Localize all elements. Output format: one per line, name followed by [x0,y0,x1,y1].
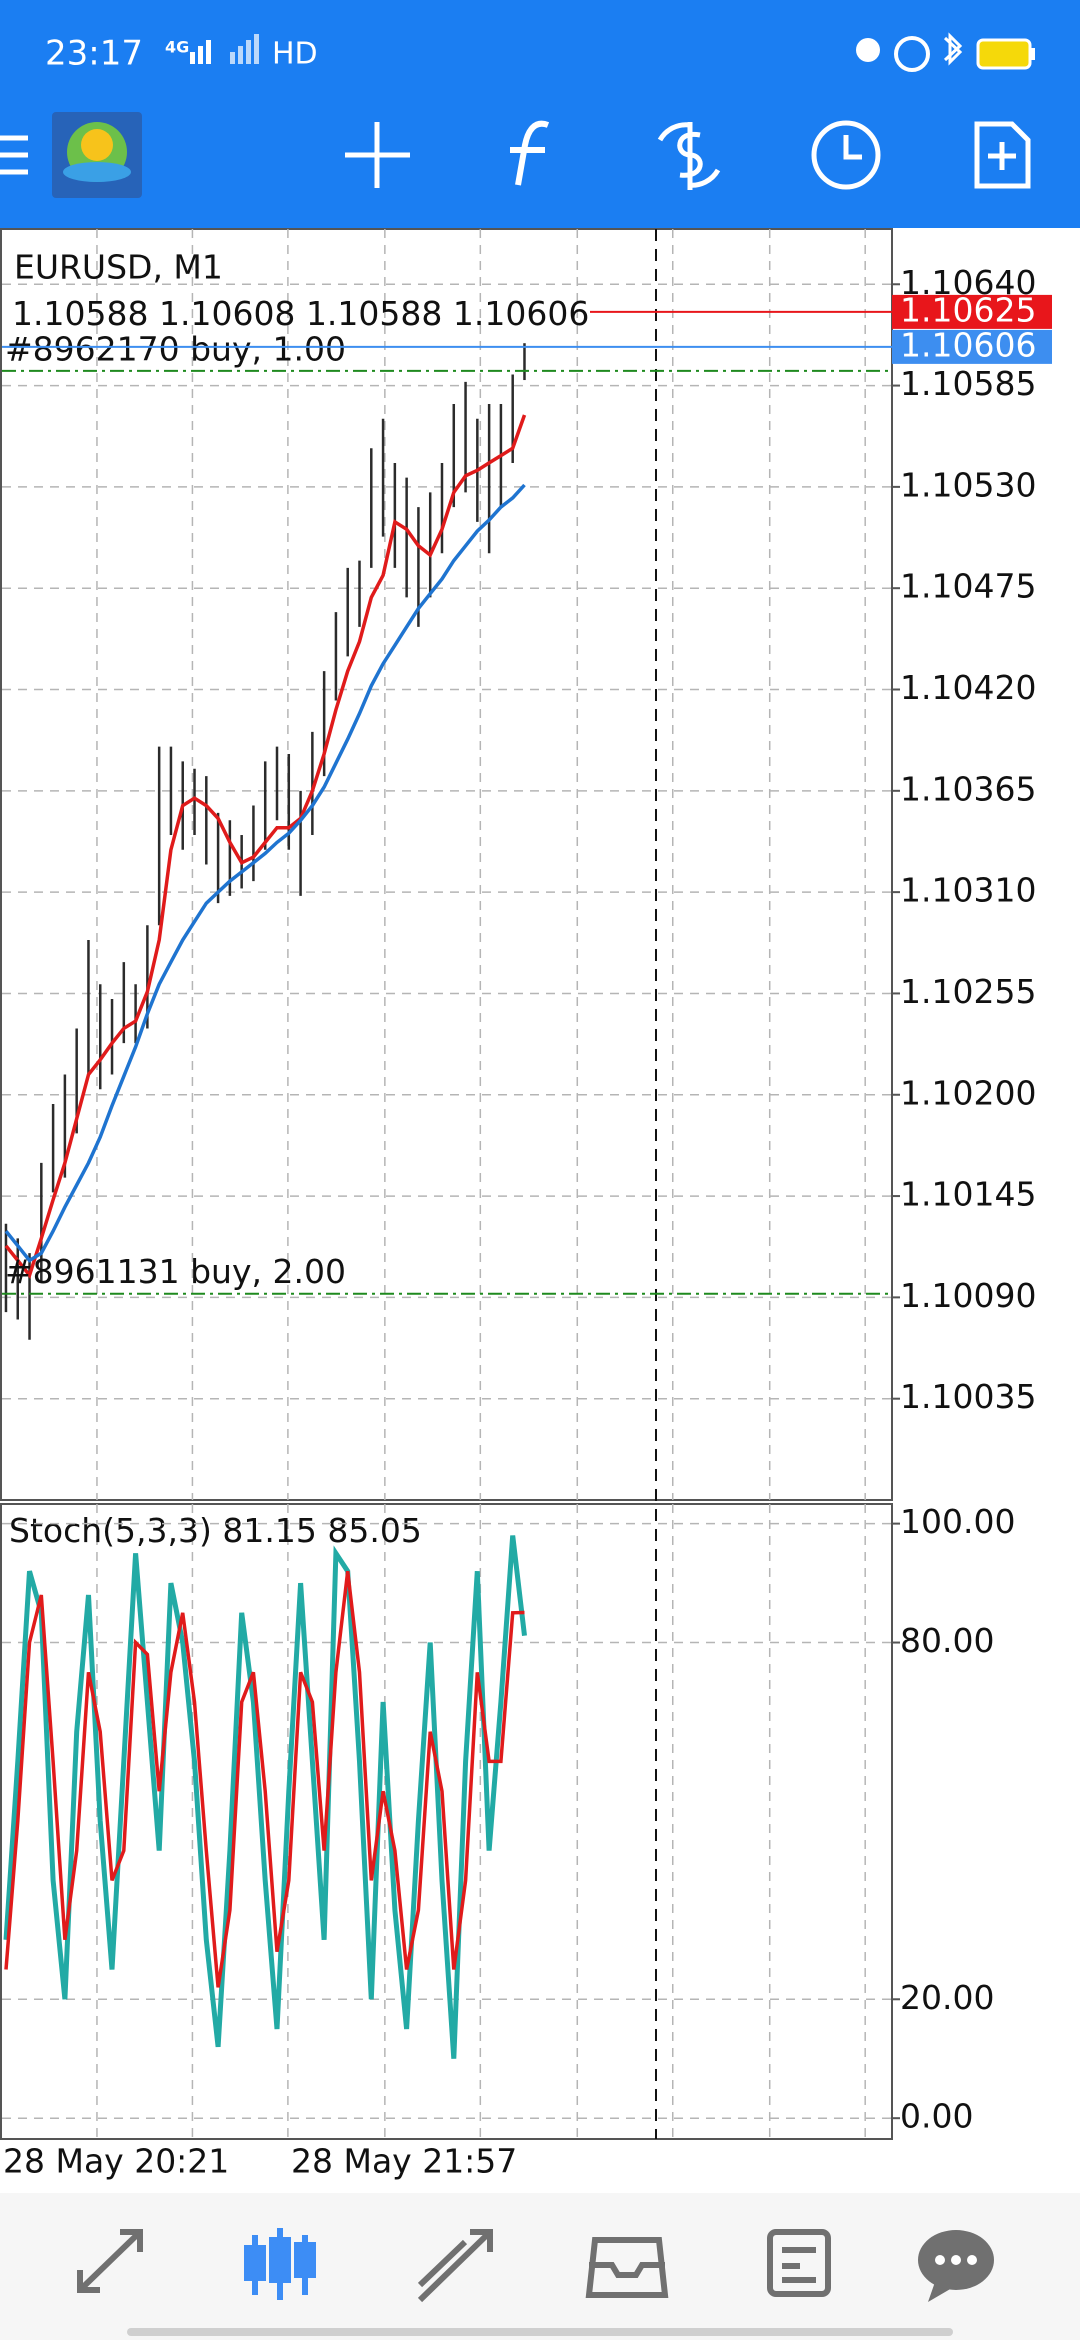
toolbar [0,112,1031,198]
new-order-button[interactable] [974,121,1031,189]
trade-tab[interactable] [417,2229,493,2303]
indicators-button[interactable] [510,120,550,186]
history-button[interactable] [811,120,881,190]
order-label: #8961131 buy, 2.00 [5,1252,346,1291]
y-tick-label: 0.00 [900,2097,973,2136]
moving-average [4,483,526,1263]
open-value: 1.10588 [12,294,148,333]
bid-label: 1.10606 [900,325,1036,364]
ohlc-header: 1.10588 1.10608 1.10588 1.10606 [12,294,589,333]
stoch-panel [0,1503,893,2140]
high-value: 1.10608 [159,294,295,333]
mt4-logo[interactable] [52,112,142,198]
status-icons [856,32,1035,72]
status-time: 23:17 [45,34,143,74]
stoch-main-value: 81.15 [222,1511,316,1550]
main-panel [0,228,893,1501]
moving-average [4,414,527,1279]
y-tick-label: 100.00 [900,1502,1015,1541]
bottom-nav [0,2193,1080,2340]
y-tick-label: 1.10310 [900,871,1036,910]
y-tick-label: 1.10255 [900,972,1036,1011]
home-indicator [127,2328,953,2336]
close-value: 1.10606 [453,294,589,333]
status-network: 4G [165,38,189,57]
y-tick-label: 1.10145 [900,1175,1036,1214]
app-header [0,0,1080,228]
quotes-tab[interactable] [77,2229,143,2293]
news-tab[interactable] [767,2229,831,2297]
menu-button[interactable] [0,135,28,175]
bid-label-box [892,329,1052,364]
ask-label-box [892,294,1052,329]
ask-label: 1.10625 [900,290,1036,329]
order-label: #8962170 buy, 1.00 [5,329,346,368]
status-hd: HD [272,37,318,72]
vertical-grid [96,229,866,2139]
y-tick-label: 1.10585 [900,364,1036,403]
stoch-line [4,1570,525,1988]
trade-button[interactable] [657,122,721,190]
x-tick-label: 28 May 20:21 [3,2142,229,2181]
stoch-header: Stoch(5,3,3) 81.15 85.05 [9,1511,422,1550]
chart-tab[interactable] [244,2228,316,2300]
chart-title: EURUSD, M1 [14,248,223,287]
y-tick-label: 1.10365 [900,769,1036,808]
low-value: 1.10588 [306,294,442,333]
y-tick-label: 20.00 [900,1978,994,2017]
y-tick-label: 1.10035 [900,1377,1036,1416]
y-tick-label: 80.00 [900,1621,994,1660]
stoch-signal-value: 85.05 [327,1511,421,1550]
y-tick-label: 1.10420 [900,668,1036,707]
chat-tab[interactable] [918,2230,994,2302]
stoch-line [3,1535,527,2059]
signal-icon [190,34,259,64]
crosshair-button[interactable] [345,122,410,188]
stoch-title: Stoch(5,3,3) [9,1511,212,1550]
y-tick-label: 1.10530 [900,465,1036,504]
x-tick-label: 28 May 21:57 [291,2142,517,2181]
y-tick-label: 1.10090 [900,1276,1036,1315]
y-tick-label: 1.10200 [900,1073,1036,1112]
history-tab[interactable] [585,2237,669,2298]
y-tick-label: 1.10475 [900,567,1036,606]
